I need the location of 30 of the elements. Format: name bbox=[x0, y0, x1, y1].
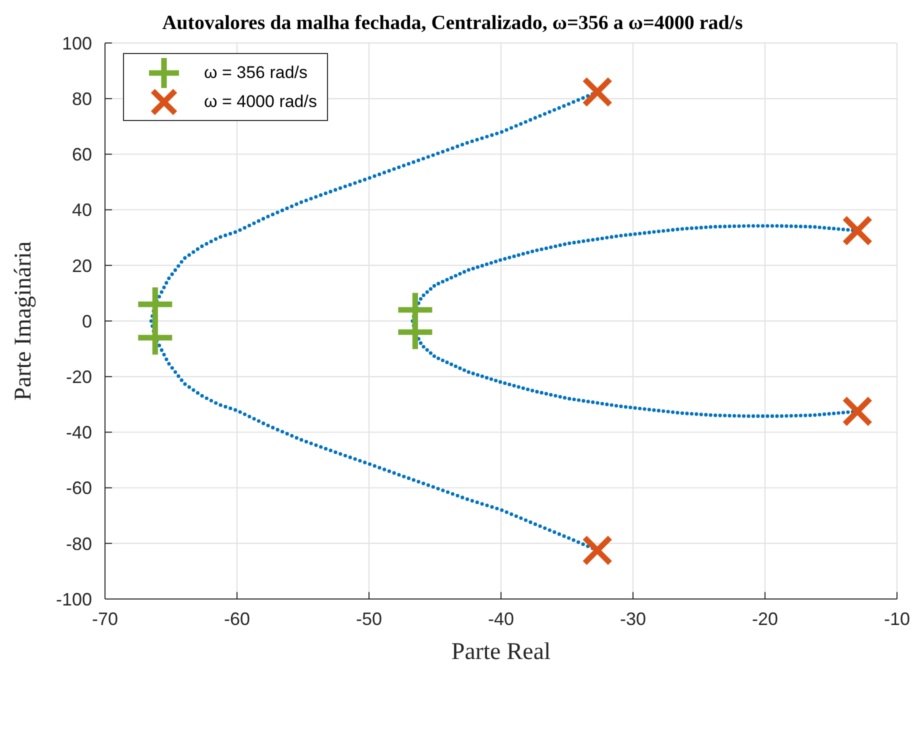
y-tick-label: 80 bbox=[72, 88, 92, 109]
y-tick-label: -80 bbox=[66, 534, 92, 554]
point bbox=[138, 320, 172, 355]
y-tick-label: 60 bbox=[72, 144, 92, 165]
point bbox=[842, 216, 872, 246]
point bbox=[398, 315, 432, 350]
y-tick-label: -40 bbox=[66, 422, 92, 443]
chart-title: Autovalores da malha fechada, Centralizado, ω=356 a ω=4000 rad/s bbox=[161, 12, 744, 35]
point bbox=[582, 77, 612, 107]
y-tick-label: 40 bbox=[72, 200, 92, 220]
point bbox=[582, 536, 612, 565]
y-tick-label: -60 bbox=[66, 478, 92, 498]
point bbox=[138, 287, 172, 322]
y-tick-label: 20 bbox=[72, 256, 92, 276]
x-tick-label: -30 bbox=[620, 608, 646, 629]
y-tick-label: 100 bbox=[62, 33, 92, 54]
legend-label: ω = 356 rad/s bbox=[204, 62, 308, 82]
x-tick-label: -70 bbox=[92, 608, 118, 629]
y-tick-label: -100 bbox=[56, 589, 92, 610]
point bbox=[842, 396, 872, 426]
x-tick-label: -50 bbox=[356, 608, 382, 629]
x-axis-title: Parte Real bbox=[451, 639, 551, 665]
y-tick-label: -20 bbox=[66, 366, 92, 387]
x-tick-label: -20 bbox=[752, 608, 778, 629]
legend-label: ω = 4000 rad/s bbox=[204, 92, 317, 112]
y-tick-label: 0 bbox=[82, 311, 92, 332]
x-tick-label: -60 bbox=[224, 608, 250, 629]
x-tick-label: -40 bbox=[488, 608, 514, 629]
y-axis-title: Parte Imaginária bbox=[10, 241, 37, 401]
x-tick-label: -10 bbox=[884, 608, 910, 629]
